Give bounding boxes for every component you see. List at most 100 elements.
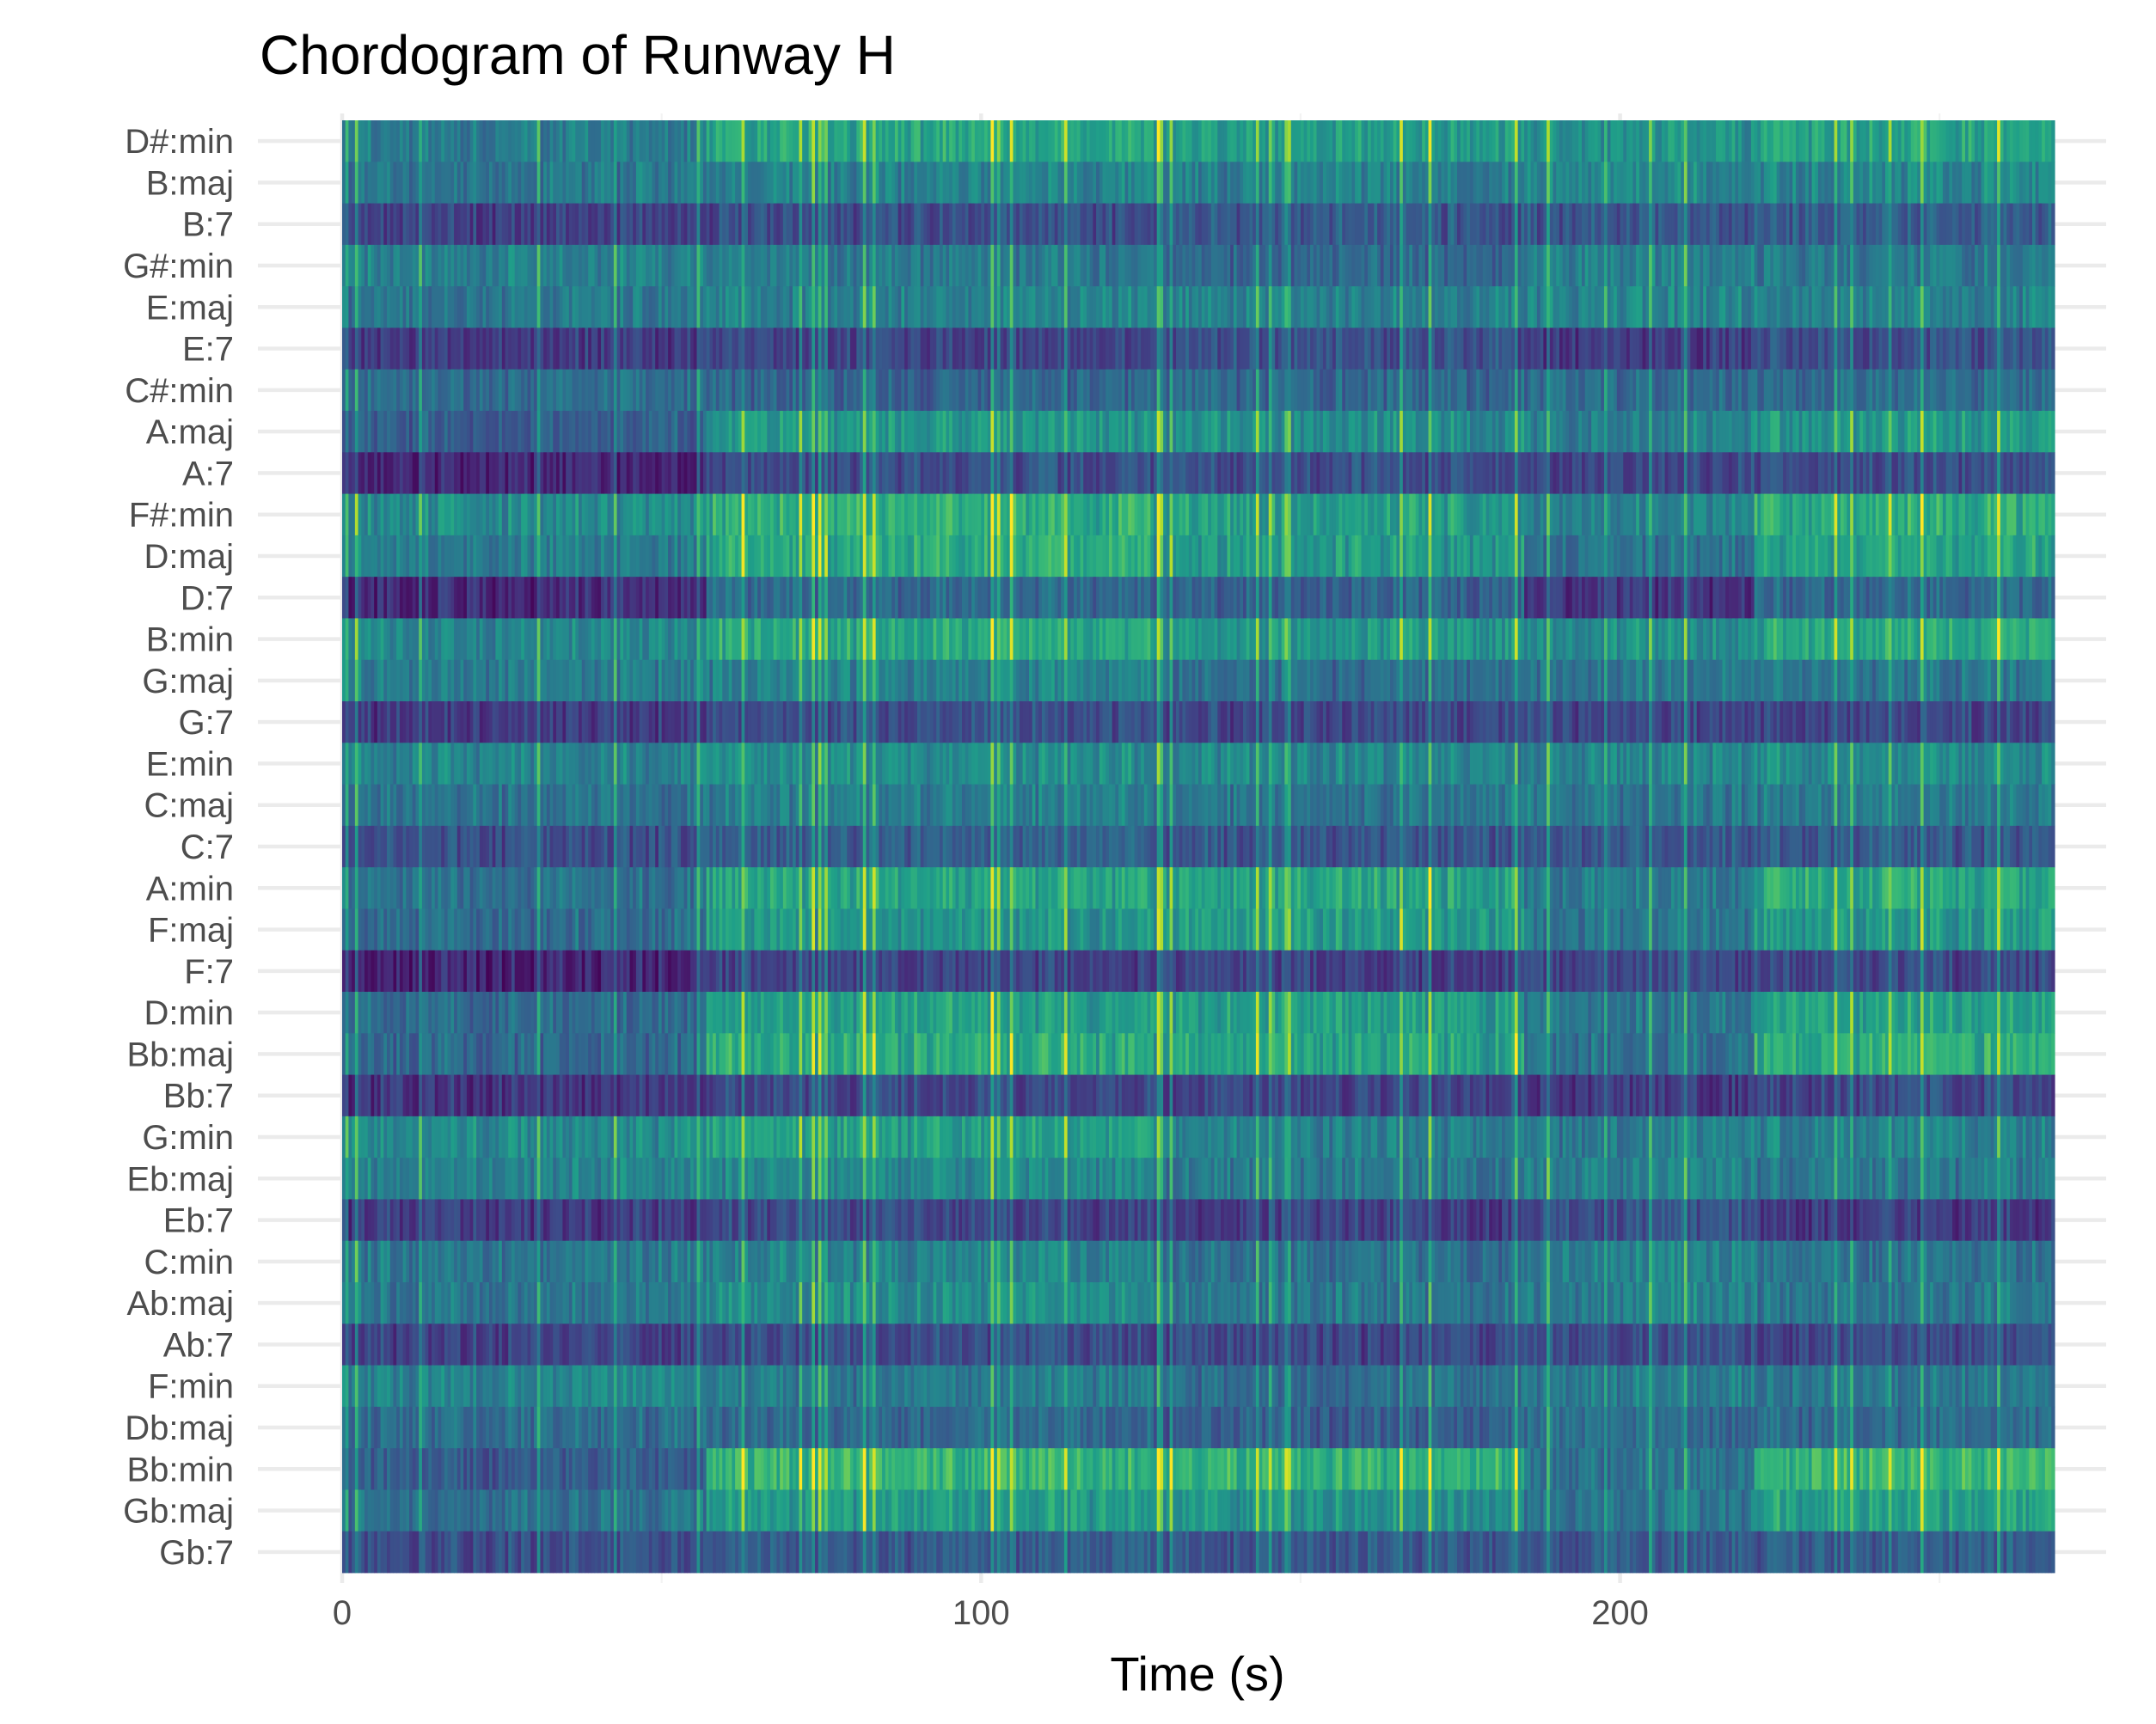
heatmap-cell xyxy=(709,245,713,287)
heatmap-cell xyxy=(783,1531,787,1574)
heatmap-cell xyxy=(441,743,444,785)
heatmap-cell xyxy=(352,327,355,370)
heatmap-cell xyxy=(419,535,422,578)
heatmap-cell xyxy=(671,535,675,578)
heatmap-cell xyxy=(684,1241,688,1283)
heatmap-cell xyxy=(483,951,487,993)
heatmap-cell xyxy=(511,1531,515,1574)
heatmap-cell xyxy=(374,908,377,951)
heatmap-cell xyxy=(396,162,400,204)
heatmap-cell xyxy=(646,1241,649,1283)
heatmap-cell xyxy=(610,1531,614,1574)
heatmap-cell xyxy=(729,577,732,619)
heatmap-cell xyxy=(633,452,636,494)
heatmap-cell xyxy=(524,618,528,660)
heatmap-cell xyxy=(537,1324,541,1366)
heatmap-cell xyxy=(495,327,499,370)
heatmap-cell xyxy=(703,826,707,868)
heatmap-cell xyxy=(438,701,441,743)
heatmap-cell xyxy=(556,1282,560,1324)
heatmap-cell xyxy=(534,411,537,453)
heatmap-cell xyxy=(393,867,396,909)
heatmap-cell xyxy=(722,1158,726,1200)
heatmap-cell xyxy=(633,1241,636,1283)
heatmap-cell xyxy=(668,1407,671,1449)
heatmap-cell xyxy=(358,1366,362,1408)
heatmap-cell xyxy=(537,1366,541,1408)
heatmap-cell xyxy=(573,867,576,909)
heatmap-cell xyxy=(556,1116,560,1159)
heatmap-cell xyxy=(601,327,604,370)
heatmap-cell xyxy=(588,535,591,578)
heatmap-cell xyxy=(735,1324,738,1366)
heatmap-cell xyxy=(428,1158,432,1200)
heatmap-cell xyxy=(364,1199,368,1241)
heatmap-cell xyxy=(383,701,387,743)
heatmap-cell xyxy=(709,1324,713,1366)
heatmap-cell xyxy=(757,245,761,287)
heatmap-cell xyxy=(754,660,757,702)
heatmap-cell xyxy=(588,1075,591,1117)
heatmap-cell xyxy=(744,1489,748,1531)
heatmap-cell xyxy=(662,1366,665,1408)
heatmap-cell xyxy=(783,867,787,909)
heatmap-cell xyxy=(508,494,511,536)
heatmap-cell xyxy=(783,992,787,1034)
heatmap-cell xyxy=(707,951,710,993)
heatmap-cell xyxy=(757,826,761,868)
heatmap-cell xyxy=(761,494,764,536)
heatmap-cell xyxy=(454,411,457,453)
heatmap-cell xyxy=(540,743,543,785)
heatmap-cell xyxy=(483,452,487,494)
heatmap-cell xyxy=(566,411,569,453)
heatmap-cell xyxy=(754,204,757,246)
heatmap-cell xyxy=(562,951,566,993)
heatmap-cell xyxy=(754,1241,757,1283)
heatmap-cell xyxy=(371,1489,374,1531)
heatmap-cell xyxy=(355,1366,358,1408)
heatmap-cell xyxy=(780,162,783,204)
heatmap-cell xyxy=(560,204,563,246)
heatmap-cell xyxy=(607,204,610,246)
heatmap-cell xyxy=(374,743,377,785)
heatmap-cell xyxy=(652,1158,655,1200)
heatmap-cell xyxy=(629,1489,633,1531)
heatmap-cell xyxy=(732,411,735,453)
heatmap-cell xyxy=(703,618,707,660)
heatmap-cell xyxy=(556,1407,560,1449)
heatmap-cell xyxy=(518,1199,521,1241)
heatmap-cell xyxy=(671,1075,675,1117)
heatmap-cell xyxy=(502,826,505,868)
heatmap-cell xyxy=(742,660,745,702)
heatmap-cell xyxy=(467,826,470,868)
heatmap-cell xyxy=(361,951,364,993)
heatmap-cell xyxy=(681,1075,684,1117)
heatmap-cell xyxy=(681,162,684,204)
heatmap-cell xyxy=(413,1407,416,1449)
heatmap-cell xyxy=(403,1033,407,1075)
heatmap-cell xyxy=(640,411,643,453)
heatmap-cell xyxy=(364,1158,368,1200)
heatmap-cell xyxy=(537,286,541,328)
heatmap-cell xyxy=(499,992,502,1034)
heatmap-cell xyxy=(607,1282,610,1324)
chart-title: Chordogram of Runway H xyxy=(260,24,896,86)
heatmap-cell xyxy=(396,826,400,868)
heatmap-cell xyxy=(461,162,464,204)
heatmap-cell xyxy=(636,204,640,246)
heatmap-cell xyxy=(499,1448,502,1490)
heatmap-cell xyxy=(787,1324,790,1366)
heatmap-cell xyxy=(342,1075,346,1117)
heatmap-cell xyxy=(709,452,713,494)
heatmap-cell xyxy=(620,120,623,162)
heatmap-cell xyxy=(358,826,362,868)
heatmap-cell xyxy=(732,120,735,162)
heatmap-cell xyxy=(767,618,770,660)
heatmap-cell xyxy=(591,452,595,494)
heatmap-cell xyxy=(620,204,623,246)
heatmap-cell xyxy=(591,370,595,412)
heatmap-cell xyxy=(640,1407,643,1449)
heatmap-cell xyxy=(620,618,623,660)
heatmap-cell xyxy=(444,785,448,827)
heatmap-cell xyxy=(687,494,690,536)
